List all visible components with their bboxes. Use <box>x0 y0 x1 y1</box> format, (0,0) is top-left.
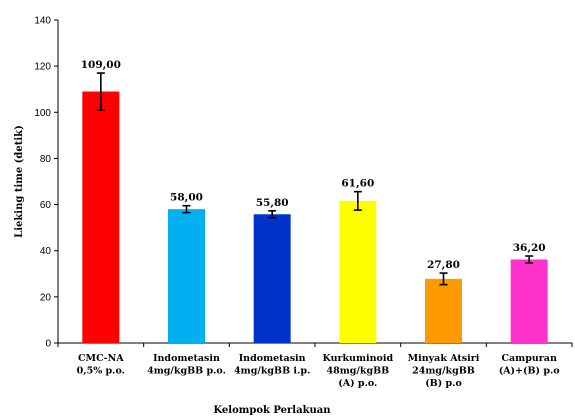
category-label: Campuran (A)+(B) p.o <box>499 353 560 377</box>
bar <box>511 259 548 343</box>
bar <box>339 201 376 343</box>
data-label: 36,20 <box>513 242 546 254</box>
y-tick-label: 120 <box>34 62 51 73</box>
y-axis-title: Lieking time (detik) <box>14 125 25 238</box>
data-label: 58,00 <box>170 192 203 204</box>
category-label: Kurkuminoid 48mg/kgBB (A) p.o. <box>323 353 394 389</box>
bar <box>425 279 462 343</box>
error-bars <box>97 73 533 285</box>
y-tick-label: 0 <box>45 339 51 350</box>
bar <box>82 92 119 343</box>
y-tick-label: 80 <box>40 154 52 165</box>
y-tick-label: 140 <box>34 16 51 27</box>
category-label: Minyak Atsiri 24mg/kgBB (B) p.o <box>408 353 480 389</box>
category-labels: CMC-NA 0,5% p.o. Indometasin 4mg/kgBB p.o. I… <box>77 353 560 389</box>
data-label: 27,80 <box>427 259 460 271</box>
category-label: Indometasin 4mg/kgBB p.o. <box>147 353 226 377</box>
bar <box>254 214 291 343</box>
x-axis-title: Kelompok Perlakuan <box>213 405 331 416</box>
category-label: CMC-NA 0,5% p.o. <box>77 353 125 377</box>
y-tick-label: 60 <box>40 200 52 211</box>
bars <box>82 92 547 343</box>
data-labels: 109,00 58,00 55,80 61,60 27,80 36,20 <box>81 59 546 271</box>
category-label: Indometasin 4mg/kgBB i.p. <box>234 353 310 377</box>
bar <box>168 209 205 343</box>
x-axis <box>58 343 572 347</box>
data-label: 55,80 <box>256 197 289 209</box>
y-tick-label: 20 <box>40 292 52 303</box>
data-label: 61,60 <box>341 178 374 190</box>
y-axis: 0 20 40 60 80 100 120 140 <box>34 16 58 350</box>
data-label: 109,00 <box>81 59 121 71</box>
y-tick-label: 100 <box>34 108 51 119</box>
y-tick-label: 40 <box>40 246 52 257</box>
